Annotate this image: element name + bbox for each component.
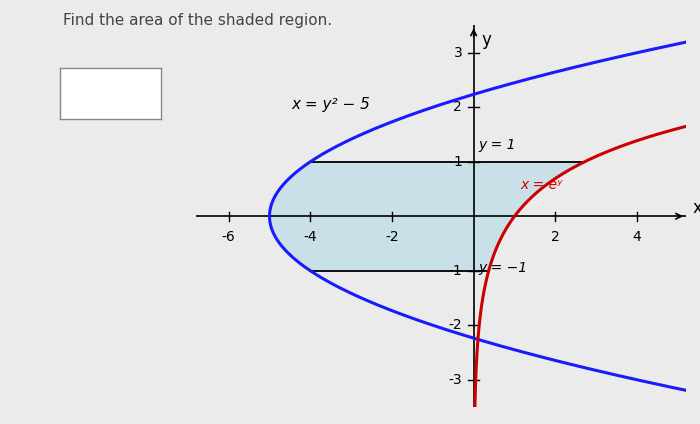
Text: 2: 2 xyxy=(454,100,462,114)
Text: Find the area of the shaded region.: Find the area of the shaded region. xyxy=(63,13,332,28)
Text: 2: 2 xyxy=(551,230,560,244)
Text: x = y² − 5: x = y² − 5 xyxy=(291,97,370,112)
Text: -3: -3 xyxy=(449,373,462,387)
Text: 3: 3 xyxy=(454,46,462,60)
Text: y = −1: y = −1 xyxy=(479,261,528,275)
Text: 1: 1 xyxy=(454,155,462,169)
Text: -2: -2 xyxy=(449,318,462,332)
Text: y: y xyxy=(482,31,491,49)
Text: -4: -4 xyxy=(304,230,317,244)
Text: x: x xyxy=(692,199,700,217)
Text: x = eʸ: x = eʸ xyxy=(521,178,563,192)
Text: -1: -1 xyxy=(449,264,462,278)
Text: y = 1: y = 1 xyxy=(479,138,516,152)
Text: -6: -6 xyxy=(222,230,235,244)
Text: 4: 4 xyxy=(633,230,641,244)
Text: -2: -2 xyxy=(385,230,399,244)
